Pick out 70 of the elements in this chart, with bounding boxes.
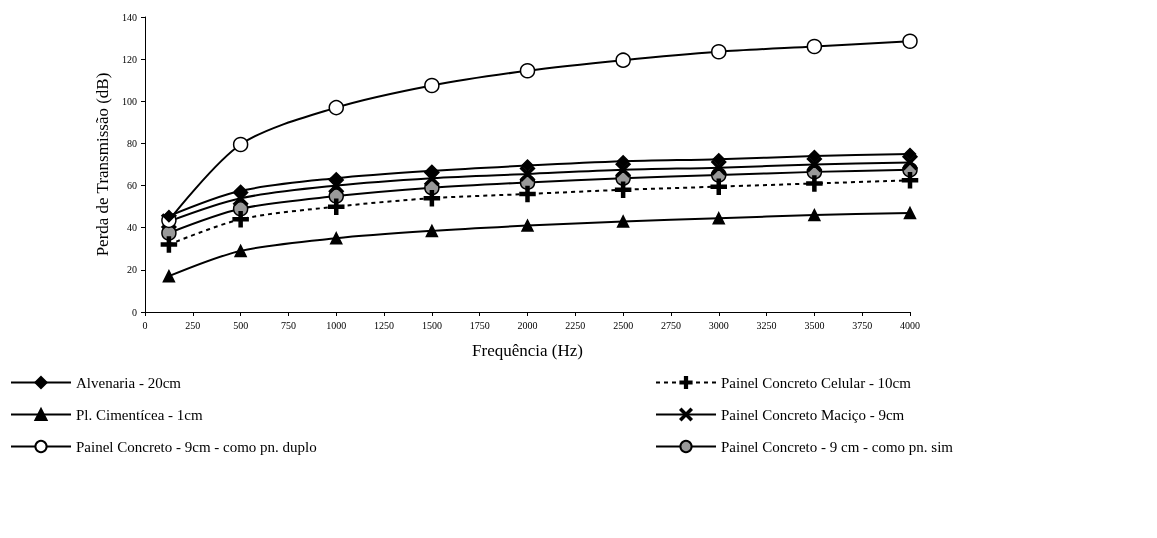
legend-label: Painel Concreto Maciço - 9cm [721, 406, 905, 423]
x-tick-label: 500 [233, 319, 249, 331]
point [711, 159, 727, 176]
y-tick-label: 60 [127, 180, 137, 192]
point [712, 152, 725, 166]
y-tick-label: 120 [122, 53, 137, 65]
x-tick-label: 1500 [421, 319, 442, 331]
point [712, 211, 725, 225]
x-tick-label: 2500 [613, 319, 634, 331]
point [903, 206, 917, 220]
point [425, 164, 439, 178]
x-tick-label: 1250 [374, 319, 395, 331]
y-tick-label: 140 [122, 11, 137, 23]
point [903, 147, 917, 161]
point [902, 33, 918, 49]
point [234, 244, 247, 258]
point [711, 44, 727, 60]
point [328, 99, 344, 116]
point [330, 171, 343, 185]
x-tick-label: 0 [142, 319, 148, 331]
y-axis-title: Perda de Transmissão (dB) [93, 72, 113, 257]
legend-label: Pl. Cimentícea - 1cm [76, 406, 203, 423]
x-tick-label: 2750 [660, 319, 681, 331]
point [425, 224, 439, 238]
y-tick-label: 100 [122, 95, 137, 107]
point [710, 178, 727, 195]
point [901, 172, 919, 189]
x-tick-label: 3000 [708, 319, 729, 331]
point [519, 185, 536, 203]
point [615, 162, 631, 178]
point [234, 184, 247, 198]
point [519, 62, 536, 79]
x-tick-label: 2000 [517, 319, 538, 331]
point [808, 208, 821, 222]
y-tick-label: 80 [127, 137, 137, 149]
point [808, 149, 821, 163]
legend-label: Alvenaria - 20cm [76, 374, 182, 391]
point [615, 52, 631, 68]
x-axis-title: Frequência (Hz) [472, 341, 583, 360]
x-tick-label: 250 [185, 319, 201, 331]
point [162, 209, 176, 223]
point [160, 236, 178, 253]
x-tick-label: 3500 [804, 319, 825, 331]
legend-label: Painel Concreto - 9cm - como pn. duplo [76, 438, 317, 455]
point [521, 219, 534, 232]
legend-label: Painel Concreto - 9 cm - como pn. sim [721, 438, 954, 455]
point [232, 211, 249, 228]
point [521, 159, 534, 172]
point [232, 136, 249, 153]
x-tick-label: 3250 [756, 319, 777, 331]
point [616, 215, 630, 228]
point [162, 269, 176, 283]
point [902, 154, 918, 171]
y-tick-label: 0 [132, 306, 137, 318]
x-tick-label: 4000 [900, 319, 920, 331]
y-tick-label: 40 [127, 222, 137, 234]
y-tick-label: 20 [127, 264, 137, 276]
x-tick-label: 1000 [326, 319, 347, 331]
point [806, 156, 823, 173]
point [328, 198, 345, 215]
x-tick-label: 750 [280, 319, 296, 331]
point [424, 77, 440, 94]
x-tick-label: 1750 [469, 319, 490, 331]
x-tick-label: 3750 [852, 319, 873, 331]
point [806, 38, 823, 55]
point [330, 232, 343, 245]
point [806, 175, 823, 192]
x-tick-label: 2250 [565, 319, 586, 331]
legend-label: Painel Concreto Celular - 10cm [721, 374, 912, 391]
point [616, 155, 630, 168]
